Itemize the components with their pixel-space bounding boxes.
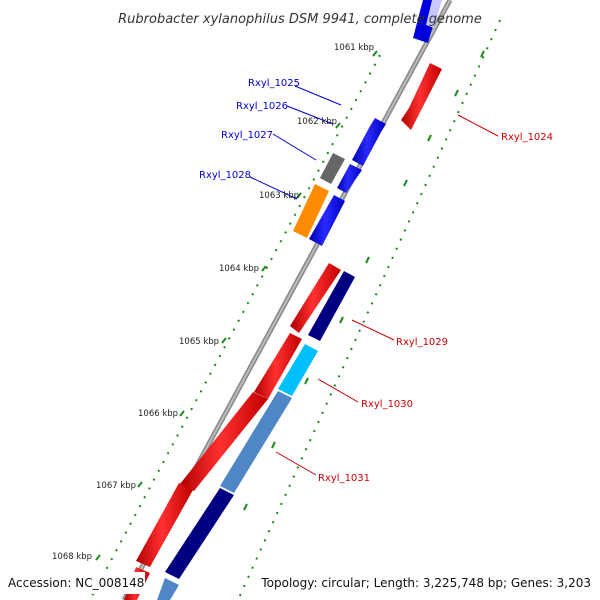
tick-label-1068: 1068 kbp — [52, 552, 92, 562]
gene-steel-2[interactable] — [157, 578, 179, 600]
gene-label-rxyl-1030[interactable]: Rxyl_1030 — [361, 399, 413, 410]
map-title: Rubrobacter xylanophilus DSM 9941, compl… — [118, 12, 482, 27]
gene-red-3[interactable] — [180, 392, 268, 491]
inner-tick-marks — [95, 50, 378, 561]
gene-top-blue[interactable] — [413, 0, 442, 43]
gene-label-rxyl-1028[interactable]: Rxyl_1028 — [199, 170, 251, 181]
tick-label-1065: 1065 kbp — [179, 337, 219, 347]
gene-label-rxyl-1027[interactable]: Rxyl_1027 — [221, 130, 273, 141]
gene-rxyl-1028[interactable] — [293, 184, 329, 238]
accession-text: Accession: NC_008148 — [8, 576, 144, 590]
gene-navy-2[interactable] — [165, 488, 234, 579]
gene-rxyl-1024[interactable] — [401, 63, 442, 130]
gene-red-2[interactable] — [254, 333, 302, 399]
gene-rxyl-1029[interactable] — [308, 271, 355, 341]
tick-label-1062: 1062 kbp — [297, 117, 337, 127]
gene-rxyl-1029-red[interactable] — [290, 263, 341, 333]
gene-label-rxyl-1025[interactable]: Rxyl_1025 — [248, 78, 300, 89]
tick-label-1063: 1063 kbp — [259, 191, 299, 201]
gene-red-4[interactable] — [136, 483, 193, 567]
gene-label-rxyl-1026[interactable]: Rxyl_1026 — [236, 101, 288, 112]
gene-label-rxyl-1029[interactable]: Rxyl_1029 — [396, 337, 448, 348]
gene-blue-1028b[interactable] — [309, 195, 345, 246]
gene-label-rxyl-1024[interactable]: Rxyl_1024 — [501, 132, 553, 143]
summary-text: Topology: circular; Length: 3,225,748 bp… — [260, 576, 591, 590]
tick-dots-outer — [237, 19, 501, 600]
major-tick-marks — [243, 50, 485, 511]
summary-backdrop — [258, 572, 596, 594]
gene-rxyl-1027[interactable] — [320, 153, 345, 184]
gene-rxyl-1026[interactable] — [337, 164, 362, 193]
gene-label-rxyl-1031[interactable]: Rxyl_1031 — [318, 473, 370, 484]
tick-label-1061: 1061 kbp — [334, 43, 374, 53]
tick-label-1064: 1064 kbp — [219, 264, 259, 274]
tick-label-1067: 1067 kbp — [96, 481, 136, 491]
gene-rxyl-1030[interactable] — [278, 344, 318, 396]
tick-label-1066: 1066 kbp — [138, 409, 178, 419]
label-leader-lines — [249, 85, 499, 476]
gene-rxyl-1031[interactable] — [220, 391, 292, 493]
gene-rxyl-1025[interactable] — [352, 118, 386, 166]
accession-backdrop — [4, 572, 145, 594]
